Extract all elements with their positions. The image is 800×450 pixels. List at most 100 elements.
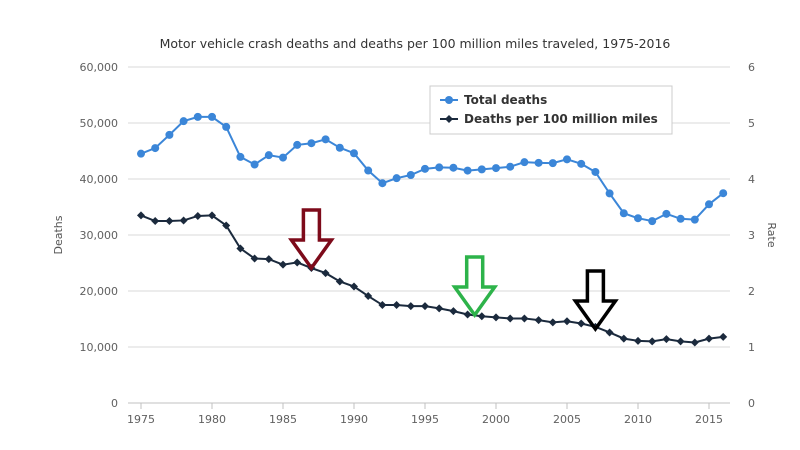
- y-tick-label: 20,000: [80, 285, 119, 298]
- data-point: [534, 316, 543, 325]
- data-point: [151, 217, 160, 225]
- y-tick-label: 60,000: [80, 61, 119, 74]
- data-point: [719, 332, 728, 341]
- legend: Total deaths Deaths per 100 million mile…: [429, 85, 673, 135]
- legend-deaths-per-100m-miles[interactable]: Deaths per 100 million miles: [464, 112, 658, 126]
- data-point: [307, 139, 316, 148]
- data-point: [676, 337, 685, 346]
- data-point: [236, 244, 245, 253]
- data-point: [548, 318, 557, 327]
- data-point: [179, 216, 188, 225]
- data-point: [250, 254, 259, 263]
- data-point: [378, 179, 387, 188]
- data-point: [406, 302, 415, 311]
- y2-axis-label: Rate: [765, 222, 778, 247]
- data-point: [264, 151, 273, 160]
- data-point: [563, 155, 571, 164]
- data-point: [378, 301, 387, 309]
- data-point: [591, 167, 600, 176]
- arrow-down-icon: [287, 208, 335, 272]
- data-point: [477, 165, 486, 174]
- y2-tick-label: 6: [748, 61, 755, 74]
- data-point: [421, 164, 429, 173]
- data-point: [279, 260, 287, 269]
- data-point: [520, 314, 529, 323]
- data-point: [605, 328, 614, 337]
- data-point: [165, 130, 174, 139]
- data-point: [250, 160, 259, 169]
- data-point: [690, 338, 699, 347]
- y2-tick-label: 5: [748, 117, 755, 130]
- legend-marker-rate: [445, 115, 453, 123]
- data-point: [463, 166, 472, 175]
- x-tick-label: 1990: [340, 413, 368, 426]
- data-point: [293, 258, 302, 267]
- x-tick-label: 1975: [127, 413, 155, 426]
- y-tick-label: 10,000: [80, 341, 119, 354]
- data-point: [350, 149, 358, 158]
- data-point: [350, 282, 358, 291]
- data-point: [563, 317, 571, 326]
- data-point: [492, 313, 500, 322]
- data-point: [293, 140, 302, 149]
- arrow-down-icon: [451, 255, 499, 319]
- data-point: [435, 163, 444, 172]
- x-tick-label: 2000: [482, 413, 510, 426]
- y-tick-label: 30,000: [80, 229, 119, 242]
- data-point: [179, 117, 188, 126]
- data-point: [634, 214, 642, 223]
- data-point: [577, 159, 586, 168]
- data-point: [364, 166, 373, 175]
- x-tick-label: 1995: [411, 413, 439, 426]
- data-point: [662, 209, 671, 218]
- data-point: [222, 122, 231, 131]
- chart-title: Motor vehicle crash deaths and deaths pe…: [160, 36, 671, 51]
- data-point: [321, 269, 330, 278]
- data-point: [137, 149, 145, 158]
- y-tick-label: 50,000: [80, 117, 119, 130]
- data-point: [406, 170, 415, 179]
- data-point: [165, 217, 174, 225]
- data-point: [421, 302, 429, 311]
- data-point: [435, 304, 444, 313]
- data-point: [492, 164, 500, 173]
- data-point: [520, 158, 529, 167]
- y2-tick-label: 3: [748, 229, 755, 242]
- data-point: [534, 158, 543, 167]
- y2-tick-label: 4: [748, 173, 755, 186]
- data-point: [193, 211, 202, 220]
- data-point: [634, 336, 642, 345]
- data-point: [548, 159, 557, 168]
- data-point: [605, 189, 614, 198]
- data-point: [676, 214, 685, 223]
- data-point: [648, 217, 657, 226]
- y-axis-label: Deaths: [52, 215, 65, 254]
- y-tick-label: 40,000: [80, 173, 119, 186]
- series-line-1: [140, 214, 724, 344]
- data-point: [506, 162, 515, 171]
- data-point: [690, 215, 699, 224]
- data-point: [705, 200, 713, 209]
- x-tick-label: 2010: [624, 413, 652, 426]
- legend-marker-total-deaths: [445, 96, 453, 104]
- data-point: [208, 211, 216, 220]
- data-point: [662, 335, 671, 344]
- y-tick-label: 0: [111, 397, 118, 410]
- x-tick-label: 1985: [269, 413, 297, 426]
- data-point: [193, 112, 202, 121]
- data-point: [648, 337, 657, 346]
- data-point: [619, 209, 628, 218]
- data-point: [449, 163, 458, 172]
- data-point: [392, 301, 401, 309]
- y2-tick-label: 2: [748, 285, 755, 298]
- data-point: [506, 314, 515, 323]
- data-point: [719, 189, 728, 198]
- data-point: [335, 143, 344, 152]
- data-point: [449, 307, 458, 316]
- data-point: [477, 312, 486, 321]
- data-point: [321, 135, 330, 144]
- legend-total-deaths[interactable]: Total deaths: [464, 93, 547, 107]
- data-point: [151, 144, 160, 153]
- data-point: [705, 334, 713, 343]
